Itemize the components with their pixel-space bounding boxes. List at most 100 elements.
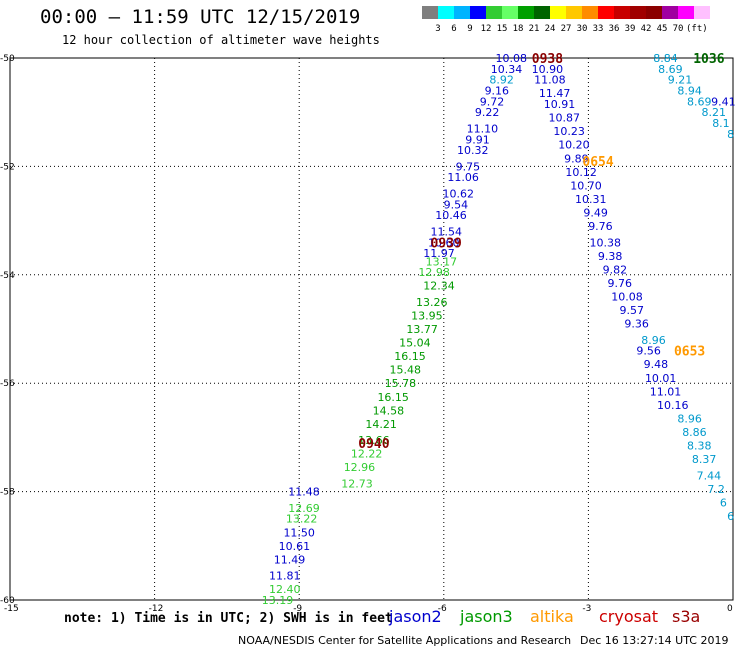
- colorbar-label: 45: [656, 24, 668, 34]
- wave-height-label: 8.69: [658, 63, 683, 76]
- colorbar-swatch: [566, 6, 582, 19]
- wave-height-label: 13.95: [411, 309, 443, 322]
- wave-height-label: 13.19: [262, 594, 294, 607]
- wave-height-label: 9.82: [603, 263, 628, 276]
- wave-height-label: 9.54: [444, 198, 469, 211]
- x-tick-label: -3: [582, 604, 591, 614]
- wave-height-label: 12.22: [351, 448, 383, 461]
- wave-height-label: 13.22: [286, 513, 318, 526]
- colorbar-swatch: [550, 6, 566, 19]
- wave-height-label: 10.70: [570, 179, 602, 192]
- y-tick-label: -54: [0, 271, 15, 281]
- colorbar-label: 33: [592, 24, 604, 34]
- wave-height-label: 10.62: [443, 188, 475, 201]
- wave-height-label: 9.48: [644, 358, 669, 371]
- wave-height-label: 9.21: [668, 74, 693, 87]
- wave-height-label: 8.69: [687, 95, 712, 108]
- legend-entry-s3a: s3a: [672, 607, 701, 626]
- wave-height-label: 9.22: [475, 106, 500, 119]
- y-tick-label: -58: [0, 488, 15, 498]
- footnote: note: 1) Time is in UTC; 2) SWH is in fe…: [64, 611, 393, 626]
- wave-height-label: 6: [720, 496, 727, 509]
- wave-height-label: 12.96: [344, 461, 376, 474]
- wave-height-label: 10.90: [532, 63, 564, 76]
- pass-time-label: 0940: [358, 437, 389, 452]
- wave-height-label: 10.38: [590, 236, 622, 249]
- colorbar-swatch: [614, 6, 630, 19]
- colorbar-swatch: [646, 6, 662, 19]
- wave-height-label: 11.97: [423, 247, 455, 260]
- colorbar-label: 9: [467, 24, 473, 34]
- colorbar-swatch: [502, 6, 518, 19]
- colorbar-label: 36: [608, 24, 620, 34]
- wave-height-label: 8.92: [489, 74, 514, 87]
- wave-height-label: 9.16: [485, 85, 510, 98]
- wave-height-label: 13.77: [406, 323, 438, 336]
- wave-height-label: 10.23: [553, 125, 585, 138]
- legend-entry-cryosat: cryosat: [599, 607, 659, 626]
- wave-height-label: 8.38: [687, 440, 712, 453]
- wave-height-label: 10.87: [549, 112, 581, 125]
- colorbar-swatch: [534, 6, 550, 19]
- wave-height-label: 8.94: [677, 85, 702, 98]
- wave-height-label: 7.44: [697, 469, 722, 482]
- colorbar-label: 39: [624, 24, 636, 34]
- legend-entry-jason2: jason2: [389, 607, 442, 626]
- wave-height-label: 12.69: [288, 502, 320, 515]
- wave-height-label: 9.38: [598, 250, 623, 263]
- wave-height-label: 11.06: [447, 171, 479, 184]
- wave-height-label: 10.32: [457, 144, 489, 157]
- wave-height-label: 9.76: [607, 277, 632, 290]
- legend-entry-altika: altika: [530, 607, 574, 626]
- colorbar-swatch: [422, 6, 438, 19]
- point-layer: 10.0810.349.169.729.2211.109.9110.329.75…: [262, 52, 736, 607]
- x-tick-label: -9: [293, 604, 302, 614]
- colorbar-swatch: [662, 6, 678, 19]
- wave-height-label: 14.58: [373, 404, 405, 417]
- colorbar-swatch: [486, 6, 502, 19]
- colorbar-label: 24: [544, 24, 556, 34]
- wave-height-label: 11.01: [650, 385, 682, 398]
- y-tick-label: -52: [0, 162, 15, 172]
- colorbar-label: 12: [480, 24, 492, 34]
- wave-height-label: 14.21: [365, 418, 397, 431]
- wave-height-label: 9.36: [624, 318, 649, 331]
- wave-height-label: 10.01: [645, 372, 677, 385]
- colorbar-swatch: [518, 6, 534, 19]
- wave-height-label: 8.86: [682, 426, 707, 439]
- wave-height-label: 8.96: [641, 334, 666, 347]
- colorbar-swatch: [598, 6, 614, 19]
- colorbar-label: 21: [528, 24, 540, 34]
- pass-time-label: 0654: [582, 155, 613, 170]
- colorbar-label: 42: [640, 24, 652, 34]
- legend-entry-jason3: jason3: [460, 607, 513, 626]
- colorbar-label: 30: [576, 24, 588, 34]
- page-title: 00:00 – 11:59 UTC 12/15/2019: [40, 6, 361, 28]
- wave-height-label: 8.37: [692, 453, 717, 466]
- wave-height-label: 11.10: [467, 122, 499, 135]
- wave-height-label: 9.56: [636, 345, 661, 358]
- wave-height-label: 10.16: [657, 399, 689, 412]
- colorbar-swatch: [470, 6, 486, 19]
- pass-time-label: 1036: [693, 52, 724, 67]
- timestamp-text: Dec 16 13:27:14 UTC 2019: [580, 634, 729, 647]
- colorbar-swatch: [438, 6, 454, 19]
- wave-height-label: 12.98: [418, 266, 450, 279]
- wave-height-label: 11.49: [274, 553, 306, 566]
- axis-layer: -15 -12 -9 -6 -3 0 -50 -52 -54 -56 -58 -60: [0, 54, 734, 614]
- colorbar-label: 15: [496, 24, 508, 34]
- wave-height-label: 16.15: [394, 350, 426, 363]
- colorbar-label: 3: [435, 24, 441, 34]
- pass-time-label: 0939: [431, 236, 462, 251]
- pass-time-label: 0938: [532, 52, 563, 67]
- wave-height-label: 15.78: [385, 377, 417, 390]
- pass-time-label: 0653: [674, 345, 705, 360]
- colorbar-swatch: [694, 6, 710, 19]
- wave-height-label: 8.1: [712, 117, 730, 130]
- wave-height-label: 10.08: [496, 52, 528, 65]
- wave-height-label: 6: [727, 510, 734, 523]
- wave-height-label: 8.96: [677, 412, 702, 425]
- wave-height-label: 16.15: [377, 391, 409, 404]
- wave-height-label: 10.31: [575, 193, 607, 206]
